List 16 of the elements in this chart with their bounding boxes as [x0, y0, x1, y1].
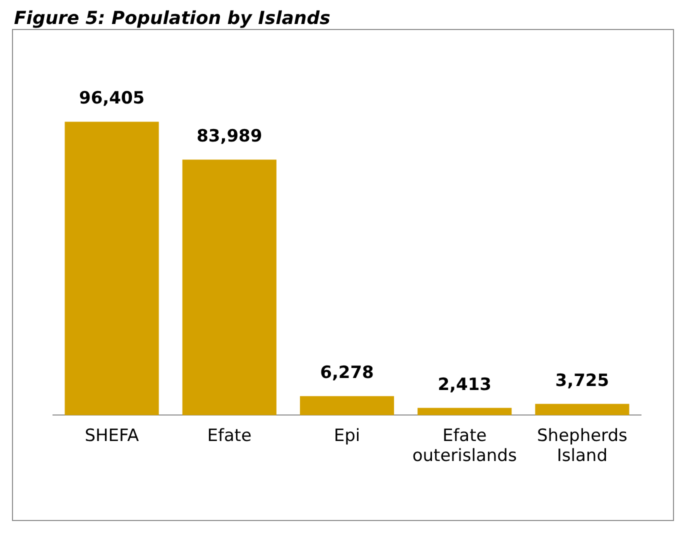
data-label: 2,413: [438, 374, 492, 395]
data-label: 3,725: [555, 370, 610, 391]
bar: [418, 408, 512, 416]
x-tick-label: Shepherds Island: [537, 426, 628, 466]
data-label: 83,989: [196, 126, 262, 147]
data-label: 6,278: [320, 363, 374, 384]
bar: [64, 122, 159, 416]
bar: [182, 160, 276, 416]
bar: [300, 396, 394, 416]
x-tick-label: Efate: [207, 426, 252, 446]
x-tick-label: SHEFA: [84, 426, 140, 446]
data-label: 96,405: [78, 88, 145, 109]
bar: [535, 404, 630, 416]
chart-title: Figure 5: Population by Islands: [13, 8, 332, 29]
x-tick-label: Epi: [334, 426, 360, 446]
x-tick-label: Efate outerislands: [412, 426, 517, 466]
